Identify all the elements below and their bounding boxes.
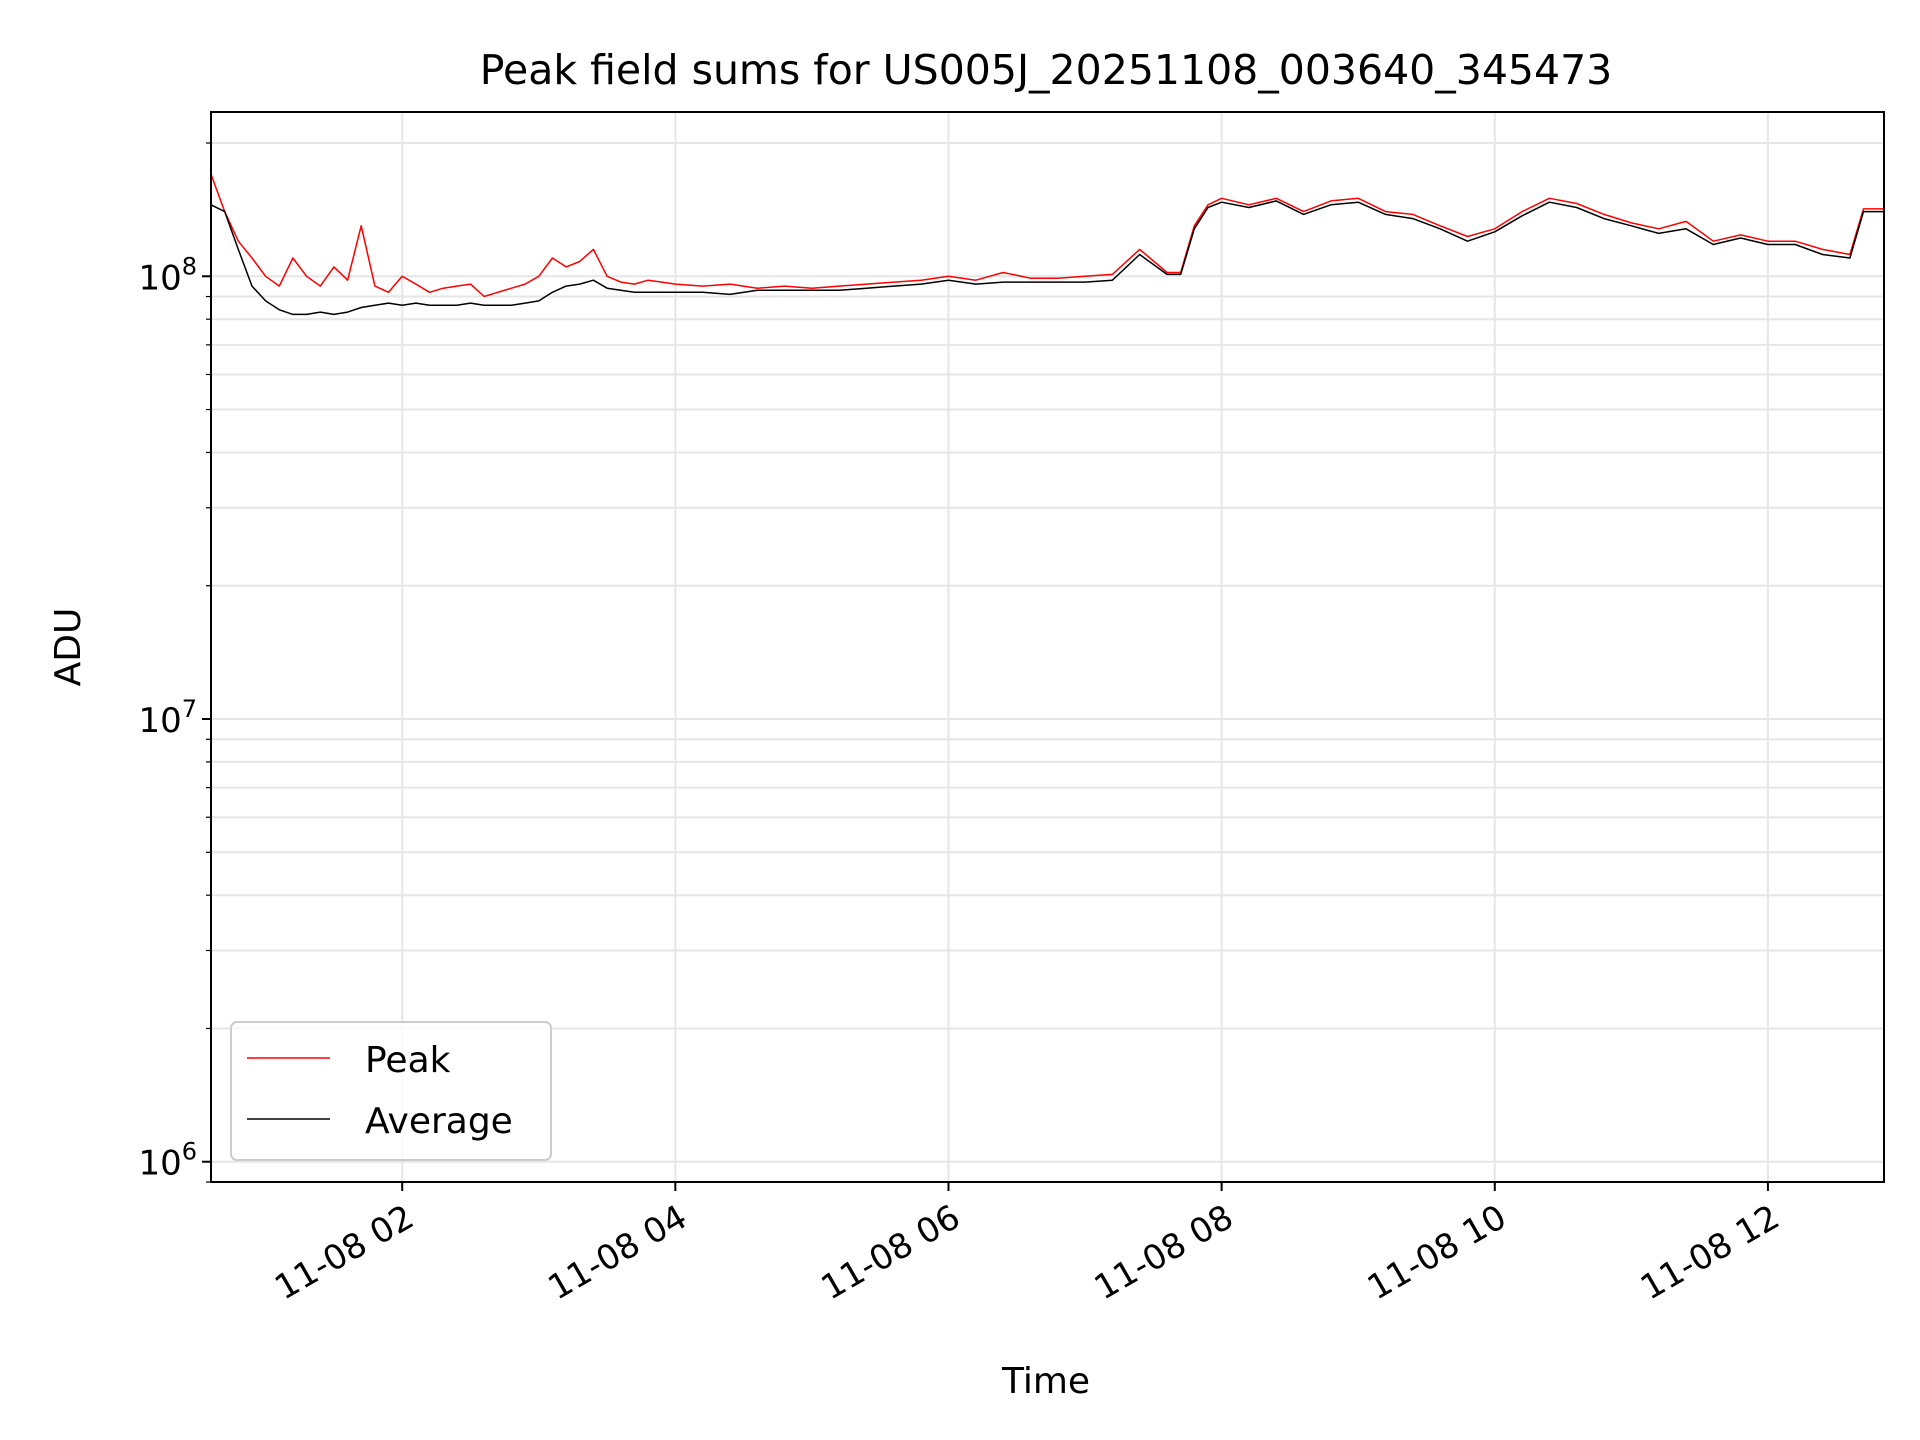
series-lines <box>210 174 1884 316</box>
series-line-average <box>210 200 1884 316</box>
x-axis-label: Time <box>1001 1361 1090 1402</box>
series-line-peak <box>210 174 1884 298</box>
y-tick-label: 106 <box>138 1138 197 1184</box>
chart-title: Peak field sums for US005J_20251108_0036… <box>480 46 1613 94</box>
y-axis-label: ADU <box>48 608 89 687</box>
legend-box <box>230 1021 552 1161</box>
legend: Peak Average <box>230 1021 552 1161</box>
plot-frame <box>210 111 1885 1183</box>
y-tick-label: 108 <box>138 252 197 298</box>
legend-label-peak: Peak <box>365 1040 451 1081</box>
major-gridlines <box>211 112 1884 1182</box>
y-tick-label: 107 <box>138 695 197 741</box>
y-axis-ticks: 106 107 108 <box>138 252 211 1184</box>
legend-label-average: Average <box>365 1101 513 1142</box>
